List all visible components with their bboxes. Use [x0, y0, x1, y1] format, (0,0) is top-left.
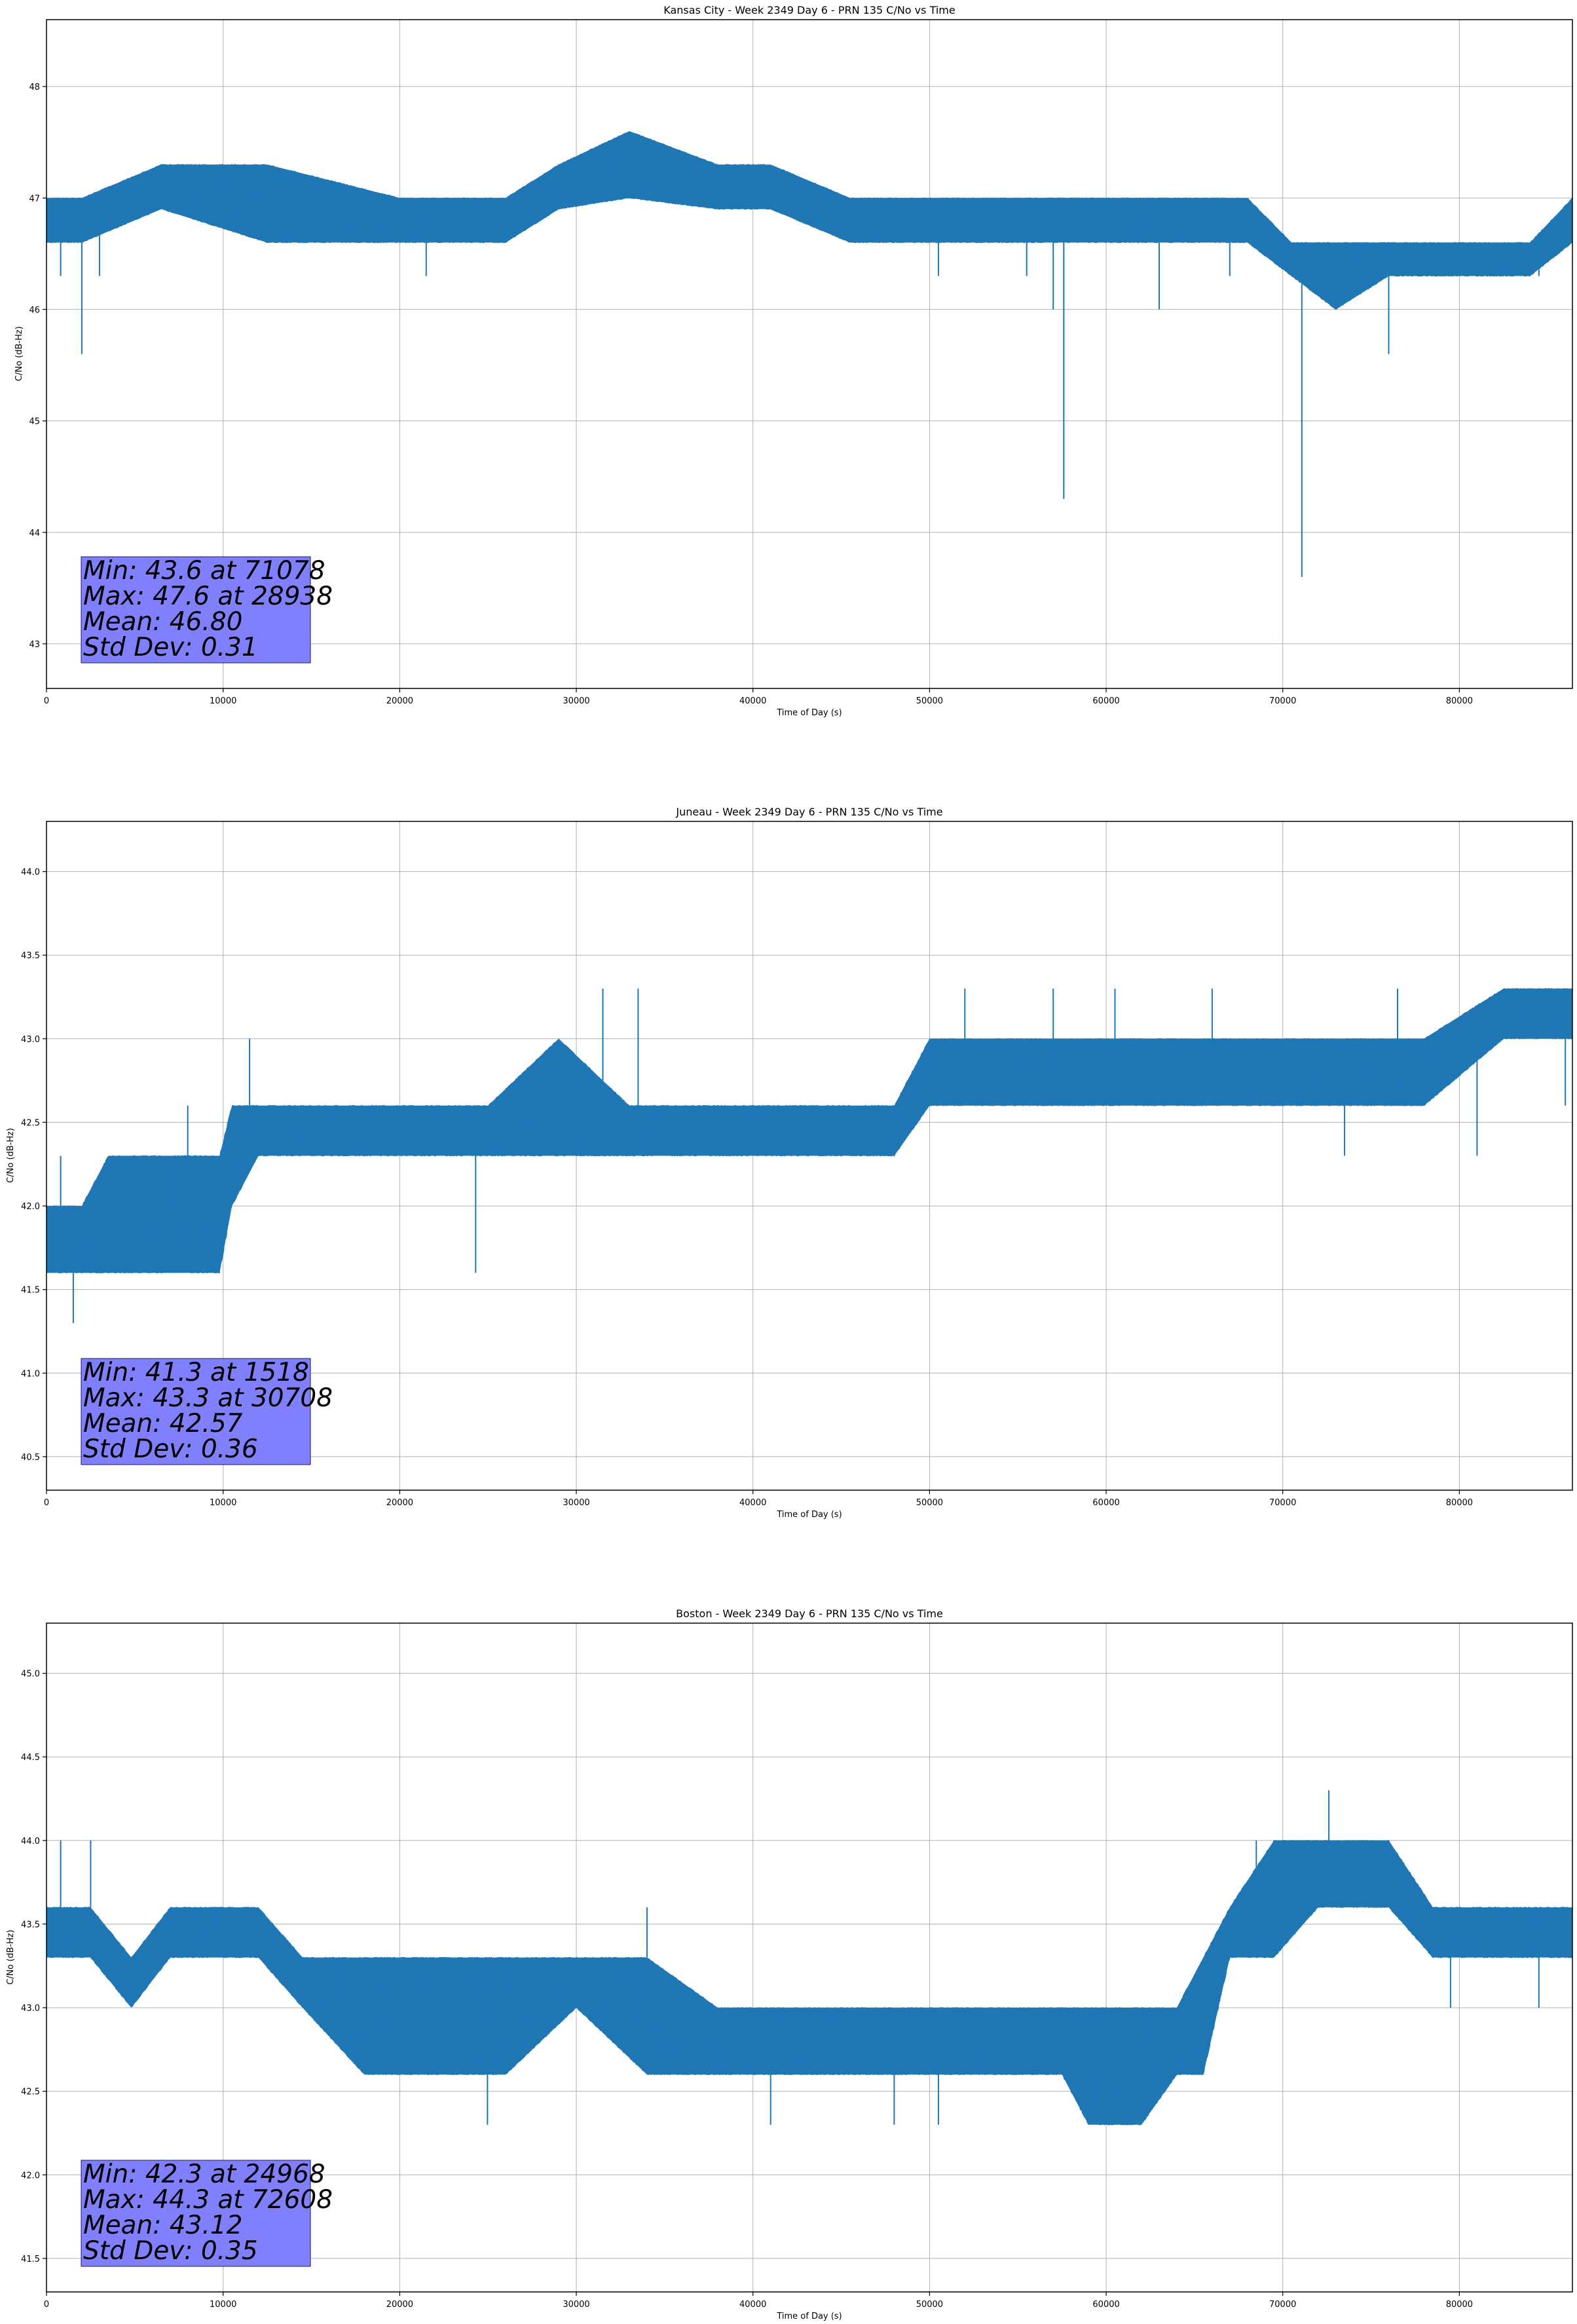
- chart-juneau: 0 10000 20000 30000 40000 50000 60000 70000 8000…: [6, 806, 1573, 1520]
- boston-y-tick-label: 44.0: [21, 1837, 40, 1846]
- juneau-x-tick-label: 70000: [1269, 1498, 1296, 1508]
- juneau-x-tick-label: 40000: [739, 1498, 766, 1508]
- juneau-y-tick-label: 42.0: [21, 1202, 40, 1212]
- kansas-city-stat-mean: Mean: 46.80: [83, 607, 242, 637]
- kansas-city-y-tick-label: 48: [29, 83, 40, 92]
- boston-stat-std: Std Dev: 0.35: [83, 2236, 258, 2266]
- juneau-y-tick-label: 41.0: [21, 1369, 40, 1379]
- boston-y-tick-label: 45.0: [21, 1670, 40, 1679]
- kansas-city-plot-frame: [46, 19, 1573, 689]
- juneau-ticks: 0 10000 20000 30000 40000 50000 60000 70000 8000…: [21, 868, 1473, 1508]
- boston-ticks: 0 10000 20000 30000 40000 50000 60000 70000 8000…: [21, 1670, 1473, 2310]
- juneau-y-tick-label: 44.0: [21, 868, 40, 878]
- kansas-city-x-tick-label: 60000: [1092, 696, 1119, 706]
- boston-plot-frame: [46, 1622, 1573, 2293]
- kansas-city-x-tick-label: 40000: [739, 696, 766, 706]
- boston-stat-min: Min: 42.3 at 24968: [83, 2160, 325, 2189]
- kansas-city-stat-max: Max: 47.6 at 28938: [83, 582, 333, 611]
- juneau-y-tick-label: 41.5: [21, 1286, 40, 1296]
- boston-series: [46, 1790, 1573, 2126]
- boston-y-tick-label: 41.5: [21, 2255, 40, 2264]
- kansas-city-stat-min: Min: 43.6 at 71078: [83, 556, 325, 586]
- juneau-stat-max: Max: 43.3 at 30708: [83, 1383, 333, 1413]
- boston-y-tick-label: 43.5: [21, 1920, 40, 1930]
- kansas-city-title: Kansas City - Week 2349 Day 6 - PRN 135 …: [663, 4, 955, 16]
- kansas-city-y-tick-label: 47: [29, 194, 40, 204]
- juneau-y-tick-label: 43.5: [21, 951, 40, 961]
- juneau-title: Juneau - Week 2349 Day 6 - PRN 135 C/No …: [675, 806, 942, 818]
- juneau-x-tick-label: 60000: [1092, 1498, 1119, 1508]
- boston-x-tick-label: 0: [44, 2300, 49, 2310]
- juneau-stat-std: Std Dev: 0.36: [83, 1434, 258, 1464]
- boston-y-tick-label: 44.5: [21, 1753, 40, 1763]
- kansas-city-x-axis-label: Time of Day (s): [776, 708, 842, 718]
- juneau-series-line: [46, 988, 1573, 1273]
- boston-title: Boston - Week 2349 Day 6 - PRN 135 C/No …: [676, 1607, 943, 1620]
- juneau-y-tick-label: 42.5: [21, 1118, 40, 1128]
- boston-x-tick-label: 50000: [916, 2300, 943, 2310]
- boston-x-tick-label: 40000: [739, 2300, 766, 2310]
- kansas-city-x-tick-label: 50000: [916, 696, 943, 706]
- juneau-stats-background: [81, 1358, 311, 1465]
- kansas-city-x-tick-label: 30000: [563, 696, 589, 706]
- kansas-city-x-tick-label: 10000: [210, 696, 236, 706]
- kansas-city-series: [46, 131, 1573, 577]
- kansas-city-x-tick-label: 20000: [386, 696, 413, 706]
- kansas-city-x-tick-label: 70000: [1269, 696, 1296, 706]
- juneau-x-tick-label: 10000: [210, 1498, 236, 1508]
- kansas-city-x-tick-label: 80000: [1446, 696, 1473, 706]
- kansas-city-x-tick-label: 0: [44, 696, 49, 706]
- boston-y-axis-label: C/No (dB-Hz): [6, 1930, 16, 1985]
- kansas-city-y-tick-label: 44: [29, 529, 40, 538]
- boston-stat-mean: Mean: 43.12: [83, 2211, 242, 2240]
- boston-x-tick-label: 10000: [210, 2300, 236, 2310]
- boston-x-tick-label: 80000: [1446, 2300, 1473, 2310]
- juneau-x-tick-label: 30000: [563, 1498, 589, 1508]
- boston-x-tick-label: 70000: [1269, 2300, 1296, 2310]
- boston-x-tick-label: 20000: [386, 2300, 413, 2310]
- juneau-y-axis-label: C/No (dB-Hz): [6, 1128, 16, 1183]
- kansas-city-y-tick-label: 45: [29, 417, 40, 427]
- kansas-city-y-tick-label: 46: [29, 305, 40, 315]
- juneau-plot-frame: [46, 821, 1573, 1491]
- chart-boston: 0 10000 20000 30000 40000 50000 60000 70000 8000…: [6, 1607, 1573, 2321]
- juneau-x-tick-label: 50000: [916, 1498, 943, 1508]
- juneau-y-tick-label: 43.0: [21, 1035, 40, 1045]
- juneau-x-tick-label: 0: [44, 1498, 49, 1508]
- kansas-city-stat-std: Std Dev: 0.31: [83, 633, 258, 662]
- boston-y-tick-label: 43.0: [21, 2004, 40, 2014]
- boston-y-tick-label: 42.5: [21, 2088, 40, 2097]
- juneau-stats-box: Min: 41.3 at 1518 Max: 43.3 at 30708 Mea…: [81, 1358, 333, 1465]
- kansas-city-stats-box: Min: 43.6 at 71078 Max: 47.6 at 28938 Me…: [81, 556, 333, 664]
- boston-x-tick-label: 60000: [1092, 2300, 1119, 2310]
- juneau-x-tick-label: 80000: [1446, 1498, 1473, 1508]
- boston-x-axis-label: Time of Day (s): [776, 2312, 842, 2321]
- boston-x-tick-label: 30000: [563, 2300, 589, 2310]
- kansas-city-ticks: 0 10000 20000 30000 40000 50000 60000 70000 8000…: [29, 83, 1473, 706]
- juneau-x-tick-label: 20000: [386, 1498, 413, 1508]
- boston-stats-background: [81, 2160, 311, 2267]
- kansas-city-stats-background: [81, 556, 311, 664]
- boston-stat-max: Max: 44.3 at 72608: [83, 2185, 333, 2215]
- juneau-y-tick-label: 40.5: [21, 1453, 40, 1463]
- juneau-x-axis-label: Time of Day (s): [776, 1510, 842, 1520]
- kansas-city-series-line: [46, 131, 1573, 310]
- chart-kansas-city: 0 10000 20000 30000 40000 50000 60000 70000 8000…: [14, 4, 1573, 718]
- kansas-city-y-tick-label: 43: [29, 640, 40, 650]
- juneau-stat-min: Min: 41.3 at 1518: [83, 1358, 309, 1387]
- boston-stats-box: Min: 42.3 at 24968 Max: 44.3 at 72608 Me…: [81, 2160, 333, 2267]
- juneau-stat-mean: Mean: 42.57: [83, 1409, 243, 1438]
- juneau-series: [46, 988, 1573, 1323]
- boston-series-line: [46, 1839, 1573, 2126]
- boston-y-tick-label: 42.0: [21, 2171, 40, 2181]
- kansas-city-y-axis-label: C/No (dB-Hz): [14, 326, 24, 381]
